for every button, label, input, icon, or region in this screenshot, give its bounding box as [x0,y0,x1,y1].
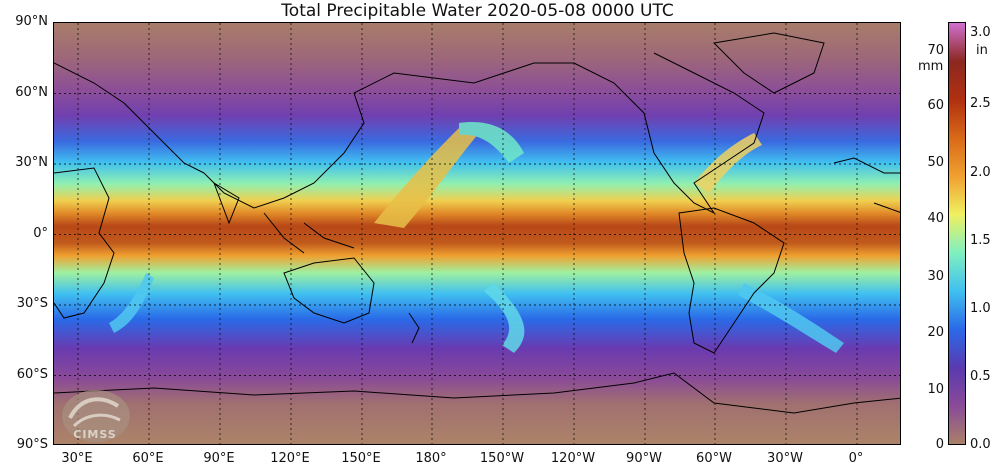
lat-label-90n: 90°N [15,14,48,29]
lat-label-60s: 60°S [16,367,48,382]
cimss-logo-text: CIMSS [73,428,117,441]
precipitable-water-map [53,22,901,445]
mm-tick-20: 20 [927,325,944,340]
lon-label-30w: 30°W [767,451,803,466]
north-america-outline [534,52,765,215]
in-tick-1-0: 1.0 [970,301,991,316]
greenland-outline [712,32,825,94]
lat-label-60n: 60°N [15,85,48,100]
europe-outline [54,62,205,174]
lon-label-30e: 30°E [61,451,93,466]
mm-tick-30: 30 [927,269,944,284]
lon-label-60w: 60°W [696,451,732,466]
tpw-field [54,23,900,444]
lon-label-150w: 150°W [479,451,525,466]
africa-west-outline [833,157,900,213]
lon-label-90w: 90°W [626,451,662,466]
south-america-outline [678,207,785,354]
mm-tick-40: 40 [927,211,944,226]
map-title: Total Precipitable Water 2020-05-08 0000… [281,1,674,21]
lon-label-0: 0° [848,451,864,466]
colorbar-mm-unit: mm [918,59,944,74]
mm-tick-60: 60 [927,98,944,113]
mm-tick-50: 50 [927,155,944,170]
lon-label-150e: 150°E [341,451,381,466]
lat-label-90s: 90°S [16,437,48,452]
asia-outline [203,62,535,209]
australia-outline [283,257,375,324]
lon-label-120e: 120°E [270,451,310,466]
india-outline [213,181,240,225]
lat-label-eq: 0° [33,226,48,241]
lon-label-180: 180° [415,451,447,466]
africa-outline [54,167,115,319]
moisture-plumes [109,122,844,353]
cimss-logo [62,390,130,442]
colorbar [948,22,966,445]
mm-tick-70: 70 [927,43,944,58]
in-tick-3-0: 3.0 [970,25,991,40]
in-tick-2-5: 2.5 [970,96,991,111]
in-tick-2-0: 2.0 [970,165,991,180]
graticule [54,23,900,444]
lat-label-30s: 30°S [16,296,48,311]
lon-label-90e: 90°E [203,451,235,466]
antarctica-outline [54,372,900,414]
lon-label-60e: 60°E [132,451,164,466]
in-tick-0-5: 0.5 [970,369,991,384]
mm-tick-10: 10 [927,382,944,397]
coastlines [54,32,900,414]
colorbar-in-unit: in [976,43,988,58]
lat-label-30n: 30°N [15,155,48,170]
lon-label-120w: 120°W [550,451,596,466]
mm-tick-0: 0 [935,437,944,452]
seasia-outline [263,212,355,254]
newzealand-outline [408,312,420,344]
in-tick-1-5: 1.5 [970,233,991,248]
in-tick-0-0: 0.0 [970,437,991,452]
